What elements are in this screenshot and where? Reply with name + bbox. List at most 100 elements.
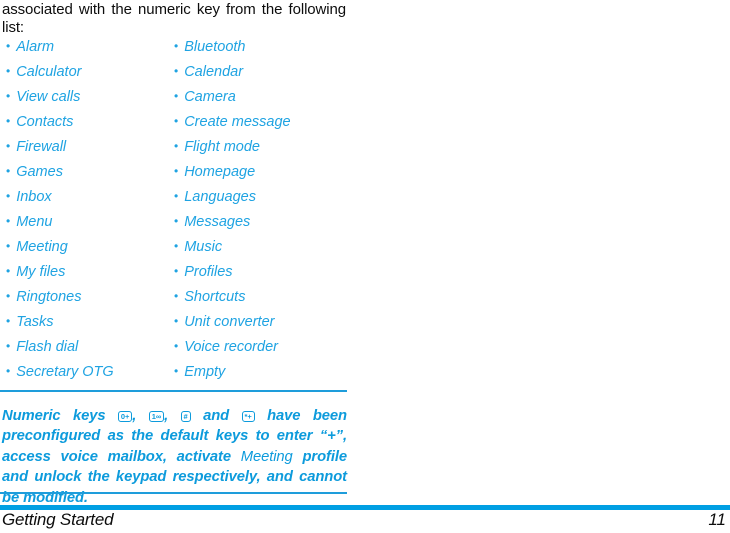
list-item-label: Contacts bbox=[16, 114, 74, 130]
bullet-icon: • bbox=[6, 264, 11, 278]
bullet-icon: • bbox=[6, 289, 11, 303]
list-item-label: Calculator bbox=[16, 64, 82, 80]
bullet-icon: • bbox=[174, 239, 179, 253]
list-item-label: Languages bbox=[184, 189, 256, 205]
bullet-icon: • bbox=[174, 89, 179, 103]
bullet-icon: • bbox=[174, 289, 179, 303]
list-item-label: Bluetooth bbox=[184, 39, 246, 55]
list-item: • Voice recorder bbox=[170, 338, 346, 363]
bullet-icon: • bbox=[174, 64, 179, 78]
list-item-label: Calendar bbox=[184, 64, 244, 80]
list-item-label: Camera bbox=[184, 89, 236, 105]
list-item: • Homepage bbox=[170, 163, 346, 188]
list-item: • Menu bbox=[2, 213, 168, 238]
list-item-label: Tasks bbox=[16, 314, 54, 330]
list-item: • Bluetooth bbox=[170, 38, 346, 63]
bullet-icon: • bbox=[174, 139, 179, 153]
intro-paragraph: associated with the numeric key from the… bbox=[2, 1, 346, 37]
list-item-label: Messages bbox=[184, 214, 251, 230]
list-item: • Alarm bbox=[2, 38, 168, 63]
bullet-icon: • bbox=[174, 314, 179, 328]
footer-section-label: Getting Started bbox=[2, 510, 114, 529]
list-item: • Messages bbox=[170, 213, 346, 238]
bullet-icon: • bbox=[6, 189, 11, 203]
bullet-icon: • bbox=[174, 164, 179, 178]
note-divider-top bbox=[0, 390, 347, 392]
intro-line-2: list: bbox=[2, 19, 25, 36]
list-item-label: Empty bbox=[184, 364, 226, 380]
bullet-icon: • bbox=[174, 214, 179, 228]
list-item-label: Create message bbox=[184, 114, 291, 130]
bullet-icon: • bbox=[6, 89, 11, 103]
bullet-icon: • bbox=[174, 189, 179, 203]
bullet-icon: • bbox=[6, 239, 11, 253]
list-item: • View calls bbox=[2, 88, 168, 113]
list-item: • Meeting bbox=[2, 238, 168, 263]
list-item-label: Profiles bbox=[184, 264, 233, 280]
note-sep-and: and bbox=[190, 407, 242, 424]
profile-name: Meeting bbox=[240, 448, 293, 465]
shortcut-list-right: • Bluetooth • Calendar • Camera • Create messag… bbox=[170, 38, 346, 388]
list-item-label: Homepage bbox=[184, 164, 256, 180]
list-item: • My files bbox=[2, 263, 168, 288]
note-intro: Numeric keys bbox=[2, 407, 118, 424]
bullet-icon: • bbox=[6, 314, 11, 328]
list-item-label: Ringtones bbox=[16, 289, 82, 305]
key-star-icon: *+ bbox=[241, 410, 255, 422]
list-item-label: Alarm bbox=[16, 39, 55, 55]
list-item-label: My files bbox=[16, 264, 66, 280]
list-item: • Flash dial bbox=[2, 338, 168, 363]
list-item: • Tasks bbox=[2, 313, 168, 338]
bullet-icon: • bbox=[6, 64, 11, 78]
bullet-icon: • bbox=[6, 214, 11, 228]
list-item: • Ringtones bbox=[2, 288, 168, 313]
page-number: 11 bbox=[708, 510, 726, 529]
list-item: • Camera bbox=[170, 88, 346, 113]
note-divider-bottom bbox=[0, 492, 347, 494]
list-item-label: Games bbox=[16, 164, 63, 180]
list-item-label: Unit converter bbox=[184, 314, 275, 330]
list-item-label: Flash dial bbox=[16, 339, 79, 355]
note-sep-2: , bbox=[164, 407, 181, 424]
list-item: • Calendar bbox=[170, 63, 346, 88]
bullet-icon: • bbox=[174, 114, 179, 128]
list-item: • Unit converter bbox=[170, 313, 346, 338]
list-item: • Games bbox=[2, 163, 168, 188]
bullet-icon: • bbox=[6, 39, 11, 53]
list-item-label: Voice recorder bbox=[184, 339, 278, 355]
footer-bar bbox=[0, 505, 730, 510]
list-item: • Music bbox=[170, 238, 346, 263]
list-item-label: Shortcuts bbox=[184, 289, 246, 305]
key-0-icon: 0+ bbox=[117, 410, 133, 422]
list-item: • Flight mode bbox=[170, 138, 346, 163]
list-item-label: View calls bbox=[16, 89, 81, 105]
list-item: • Empty bbox=[170, 363, 346, 388]
list-item: • Firewall bbox=[2, 138, 168, 163]
list-item: • Inbox bbox=[2, 188, 168, 213]
bullet-icon: • bbox=[6, 364, 11, 378]
key-1-icon: 1∞ bbox=[148, 410, 165, 422]
bullet-icon: • bbox=[174, 339, 179, 353]
list-item-label: Inbox bbox=[16, 189, 52, 205]
bullet-icon: • bbox=[174, 264, 179, 278]
bullet-icon: • bbox=[174, 39, 179, 53]
bullet-icon: • bbox=[6, 339, 11, 353]
list-item: • Profiles bbox=[170, 263, 346, 288]
list-item-label: Secretary OTG bbox=[16, 364, 114, 380]
list-item: • Shortcuts bbox=[170, 288, 346, 313]
intro-line-1: associated with the numeric key from the… bbox=[2, 1, 346, 18]
list-item-label: Music bbox=[184, 239, 223, 255]
bullet-icon: • bbox=[174, 364, 179, 378]
list-item-label: Firewall bbox=[16, 139, 67, 155]
bullet-icon: • bbox=[6, 139, 11, 153]
key-hash-icon: # bbox=[180, 410, 191, 422]
note-sep-1: , bbox=[132, 407, 149, 424]
list-item: • Create message bbox=[170, 113, 346, 138]
bullet-icon: • bbox=[6, 164, 11, 178]
shortcut-list-left: • Alarm • Calculator • View calls • Contacts • Fi… bbox=[2, 38, 168, 388]
list-item: • Contacts bbox=[2, 113, 168, 138]
list-item-label: Flight mode bbox=[184, 139, 260, 155]
note-body-1: have been preconfigured as the default k… bbox=[2, 407, 347, 465]
list-item-label: Menu bbox=[16, 214, 53, 230]
